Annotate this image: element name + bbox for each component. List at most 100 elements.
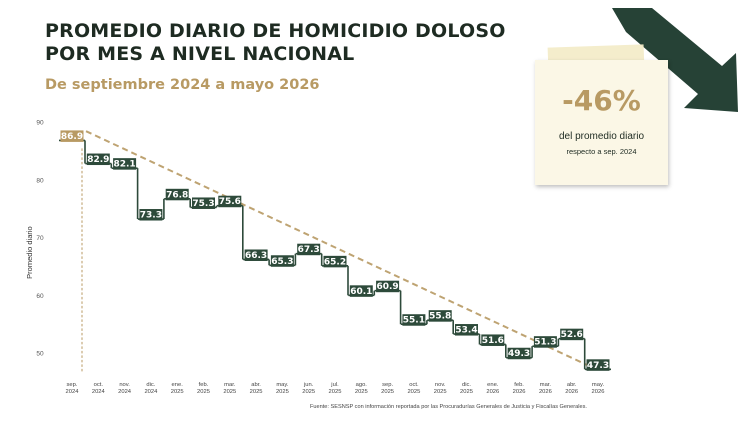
downward-arrow-icon [612,8,738,112]
data-label-background [586,359,610,371]
data-label-group: 55.8 [428,310,452,322]
x-tick-label: oct. 2024 [92,382,106,395]
data-label-group: 49.3 [507,347,531,360]
data-label-group: 51.6 [481,334,505,346]
data-label: 65.3 [271,257,293,267]
y-tick-label: 70 [36,235,44,242]
data-label-group: 75.3 [192,197,215,209]
chart-title-line-1: PROMEDIO DIARIO DE HOMICIDIO DOLOSO [45,20,506,42]
data-label: 55.1 [403,316,425,326]
data-label-background [533,336,557,348]
data-label-background [86,153,110,166]
chart-title-line-2: POR MES A NIVEL NACIONAL [45,43,355,65]
data-label: 60.9 [376,282,398,292]
data-label-group: 60.1 [349,285,373,297]
data-label: 53.4 [455,326,477,336]
data-label: 75.6 [219,197,241,207]
x-tick-label: abr. 2026 [565,382,578,395]
data-label: 82.1 [113,160,135,170]
data-label: 66.3 [245,251,267,261]
x-tick-label: may. 2026 [592,382,605,395]
data-label: 52.6 [561,330,583,340]
data-label: 73.3 [140,211,162,221]
data-label: 60.1 [350,287,372,297]
data-label-background [481,334,505,346]
data-label-background [192,197,215,209]
x-tick-label: mar. 2026 [539,382,552,395]
data-label-group: 73.3 [139,209,163,221]
data-label-background [139,209,163,221]
data-label-background [113,158,137,170]
chart-subtitle: De septiembre 2024 a mayo 2026 [45,77,320,93]
data-label-background [297,243,321,256]
y-tick-label: 60 [36,293,44,300]
y-axis-label: Promedio diario [25,226,34,279]
x-tick-label: sep. 2025 [381,382,394,395]
data-label: 76.8 [166,190,188,200]
x-tick-label: sep. 2024 [66,382,80,395]
data-label-group: 65.3 [270,255,294,267]
data-label-background [402,314,426,326]
x-tick-label: jun. 2025 [302,382,315,395]
data-label-group: 55.1 [402,314,426,326]
data-label: 86.9 [61,132,83,142]
data-label-background [244,249,268,261]
data-label-group: 60.9 [376,280,400,293]
reduction-callout-card [535,60,668,185]
data-label: 75.3 [192,199,214,209]
data-label: 67.3 [298,245,320,255]
data-label-background [270,255,294,267]
x-tick-label: ene. 2026 [486,382,499,395]
data-label-background [376,280,400,293]
x-tick-label: dic. 2024 [144,382,158,395]
x-tick-label: may. 2025 [276,382,289,395]
data-label-group: 51.3 [533,336,557,348]
data-label-group: 66.3 [244,249,268,261]
x-tick-label: feb. 2025 [197,382,210,395]
reduction-percentage: -46% [562,84,641,117]
data-label-group: 52.6 [560,328,584,341]
data-label-background [560,328,584,341]
data-label-group: 82.1 [113,158,137,170]
y-tick-label: 90 [36,120,44,127]
x-tick-label: oct. 2025 [407,382,420,395]
x-tick-label: feb. 2026 [513,382,526,395]
data-label-group: 76.8 [165,188,189,201]
data-label-background [165,188,189,201]
data-label-background [455,324,478,336]
data-label-group: 53.4 [455,324,478,336]
data-label: 51.3 [534,338,556,348]
data-label: 47.3 [587,361,609,371]
data-label: 82.9 [87,155,109,165]
data-label-group: 47.3 [586,359,610,371]
reduction-reference: respecto a sep. 2024 [566,147,637,156]
data-label: 65.2 [324,257,346,267]
y-tick-label: 50 [36,351,44,358]
data-label-group: 82.9 [86,153,110,166]
data-label-background [323,255,347,268]
x-tick-label: ago. 2025 [355,382,368,395]
data-label-background [218,195,242,208]
x-tick-label: dic. 2025 [460,382,473,395]
x-tick-label: nov. 2025 [434,382,447,395]
x-tick-label: abr. 2025 [250,382,263,395]
reduction-description: del promedio diario [558,131,645,142]
x-tick-label: ene. 2025 [171,382,184,395]
data-label-group: 67.3 [297,243,321,256]
x-tick-label: jul. 2025 [329,382,342,395]
data-label-background [507,347,531,360]
x-tick-label: mar. 2025 [223,382,236,395]
source-note: Fuente: SESNSP con información reportada… [310,404,587,410]
data-label: 49.3 [508,349,530,359]
trend-line [85,130,593,369]
data-label-background [60,130,84,142]
chart-title: PROMEDIO DIARIO DE HOMICIDIO DOLOSO POR … [45,20,506,66]
data-label: 55.8 [429,312,451,322]
data-label: 51.6 [482,336,504,346]
x-tick-label: nov. 2024 [118,382,132,395]
data-label-background [428,310,452,322]
data-label-background [349,285,373,297]
data-label-group: 65.2 [323,255,347,268]
